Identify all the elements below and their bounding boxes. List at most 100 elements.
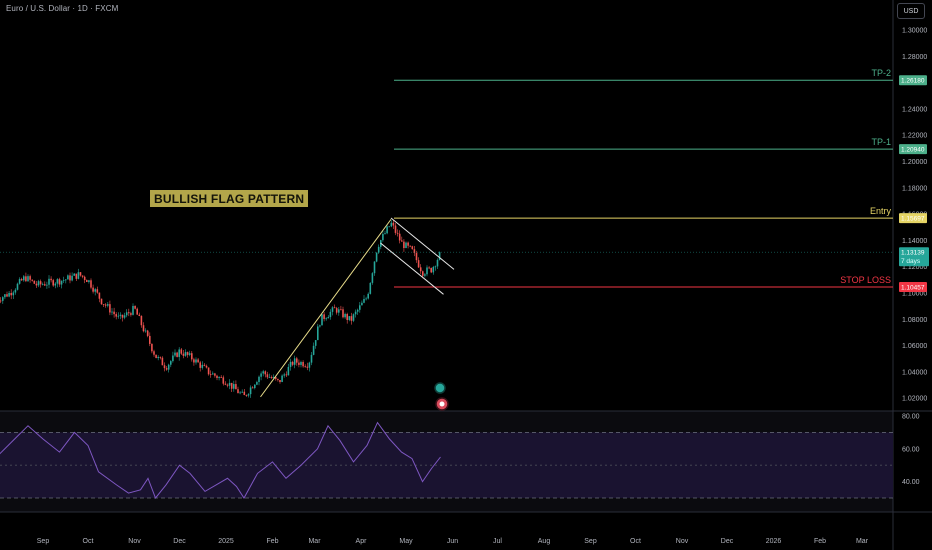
candle-body [434, 266, 437, 268]
price-axis-tick: 1.08000 [902, 317, 927, 324]
candle-body [237, 389, 239, 394]
candle-body [197, 359, 199, 363]
pattern-label: BULLISH FLAG PATTERN [150, 190, 309, 207]
candle-body [180, 349, 183, 354]
price-axis-tick: 1.12000 [902, 264, 927, 271]
candle-body [79, 272, 82, 276]
candle-body [140, 315, 143, 326]
candle-body [304, 366, 306, 368]
candle-body [438, 252, 441, 260]
time-axis-tick: Mar [856, 538, 869, 545]
candle-body [14, 289, 17, 293]
candle-body [335, 308, 338, 313]
candle-body [365, 298, 367, 300]
candle-body [199, 362, 201, 368]
event-marker-icon[interactable] [434, 382, 446, 394]
candle-body [260, 373, 262, 377]
candle-body [83, 276, 86, 281]
candle-body [432, 266, 435, 273]
candle-body [16, 283, 19, 290]
candle-body [333, 307, 336, 309]
candle-body [306, 366, 309, 368]
candle-body [172, 355, 174, 362]
candle-body [235, 384, 237, 390]
candle-body [2, 297, 4, 301]
candle-body [149, 335, 151, 344]
level-label: TP-2 [871, 68, 891, 78]
candle-body [0, 300, 2, 302]
candle-body [96, 289, 99, 293]
candle-body [247, 394, 250, 396]
candle-body [296, 358, 298, 363]
candle-body [157, 356, 159, 359]
price-axis-tick: 1.22000 [902, 133, 927, 140]
candle-body [73, 273, 75, 276]
candle-body [314, 340, 317, 346]
candle-body [405, 242, 407, 249]
candle-body [348, 316, 351, 320]
price-tag [899, 213, 927, 224]
time-axis-tick: Sep [37, 538, 50, 545]
candle-body [60, 280, 63, 285]
candle-body [249, 387, 252, 395]
candle-body [128, 312, 130, 314]
candle-body [245, 395, 248, 396]
candle-body [170, 361, 172, 365]
candle-body [111, 311, 113, 313]
time-axis-tick: Mar [308, 538, 321, 545]
main-pane[interactable] [0, 0, 893, 410]
candle-body [230, 382, 233, 389]
candle-body [272, 377, 275, 379]
price-axis-tick: 1.14000 [902, 238, 927, 245]
candle-body [350, 316, 353, 321]
candle-body [58, 279, 61, 285]
candle-body [377, 246, 380, 253]
candle-body [212, 373, 214, 375]
rsi-line[interactable] [0, 421, 441, 499]
price-axis-tick: 1.24000 [902, 106, 927, 113]
candle-body [224, 383, 227, 385]
candle-body [419, 267, 422, 272]
pattern-line-flag-upper[interactable] [390, 217, 455, 270]
candle-body [92, 287, 94, 292]
time-axis-tick: 2025 [218, 538, 234, 545]
current-price-tag [899, 247, 929, 267]
candle-body [329, 311, 332, 318]
candle-body [367, 293, 369, 299]
price-axis-tick: 1.10000 [902, 291, 927, 298]
candle-body [226, 384, 229, 386]
candle-body [220, 377, 222, 378]
candle-body [398, 233, 401, 241]
candle-body [228, 382, 231, 386]
candle-body [283, 374, 285, 376]
candle-body [205, 365, 208, 368]
candle-body [270, 376, 273, 379]
candle-body [37, 281, 40, 286]
candle-body [422, 271, 424, 276]
candle-body [312, 345, 315, 355]
candles[interactable] [0, 219, 441, 398]
candle-body [201, 364, 204, 368]
candle-body [29, 276, 31, 280]
candle-body [396, 232, 399, 234]
rsi-axis-tick: 40.00 [902, 479, 920, 486]
candle-body [18, 279, 21, 284]
candle-body [121, 314, 124, 318]
pattern-line-flag-pole[interactable] [260, 219, 392, 398]
candle-body [417, 260, 420, 268]
candle-body [117, 315, 120, 317]
candle-body [300, 361, 302, 365]
candle-body [218, 377, 220, 379]
candle-body [323, 314, 325, 319]
candle-body [411, 246, 414, 250]
pattern-line-flag-lower[interactable] [380, 242, 444, 295]
candle-body [254, 384, 256, 389]
candle-body [222, 377, 225, 384]
candle-body [209, 374, 212, 376]
price-tag-text: 1.15697 [901, 216, 925, 223]
symbol-title[interactable]: Euro / U.S. Dollar · 1D · FXCM [6, 4, 119, 13]
candle-body [302, 361, 304, 367]
currency-button[interactable]: USD [897, 3, 925, 19]
